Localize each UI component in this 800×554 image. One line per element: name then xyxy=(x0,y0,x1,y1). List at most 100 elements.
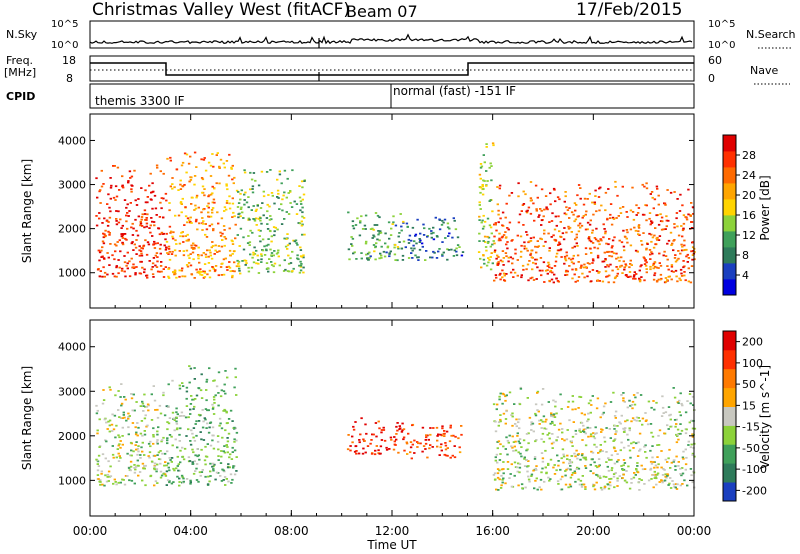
power-cell xyxy=(259,219,262,222)
power-cell xyxy=(237,202,241,204)
power-cell xyxy=(586,198,589,200)
power-cell xyxy=(682,214,686,217)
velocity-cell xyxy=(162,472,165,475)
power-cell xyxy=(214,249,217,252)
velocity-cell xyxy=(171,444,174,447)
power-cell xyxy=(150,268,153,271)
velocity-region-2 xyxy=(346,417,406,456)
power-cell xyxy=(119,250,122,253)
power-cell xyxy=(195,218,198,221)
power-cell xyxy=(660,228,664,231)
power-cell xyxy=(507,228,510,231)
power-cell xyxy=(255,217,258,220)
power-cell xyxy=(96,268,100,271)
power-cell xyxy=(565,231,568,234)
power-cell xyxy=(232,211,235,214)
velocity-cell xyxy=(204,408,208,410)
power-cell xyxy=(170,253,174,255)
velocity-cell xyxy=(613,486,616,489)
power-cell xyxy=(653,198,657,201)
power-cell xyxy=(179,188,183,190)
power-cell xyxy=(501,250,505,252)
velocity-cell xyxy=(136,434,139,437)
power-cell xyxy=(285,238,288,240)
power-cell xyxy=(144,239,147,242)
power-cell xyxy=(568,217,571,219)
power-cell xyxy=(366,257,369,260)
velocity-cell xyxy=(554,405,557,408)
power-cell xyxy=(114,250,117,253)
velocity-cell xyxy=(216,435,220,437)
velocity-cell xyxy=(674,483,678,485)
power-cell xyxy=(213,201,216,204)
velocity-cell xyxy=(134,426,137,429)
power-cell xyxy=(586,221,590,224)
power-cell xyxy=(452,255,456,257)
velocity-cell xyxy=(207,475,210,478)
power-cell xyxy=(604,259,607,261)
power-cell xyxy=(220,245,224,248)
power-cell xyxy=(655,185,659,188)
velocity-cell xyxy=(219,422,222,425)
velocity-cell xyxy=(152,385,155,387)
power-cell xyxy=(190,222,193,224)
velocity-cell xyxy=(692,470,695,473)
velocity-cell xyxy=(137,450,140,453)
velocity-colorbar-tick-label: 100 xyxy=(742,357,763,370)
velocity-cell xyxy=(574,480,577,483)
velocity-cell xyxy=(96,469,100,472)
power-cell xyxy=(548,266,551,269)
power-cell xyxy=(130,226,133,229)
power-cell xyxy=(201,185,205,188)
power-cell xyxy=(550,267,554,269)
velocity-cell xyxy=(626,433,629,436)
power-cell xyxy=(252,205,255,207)
velocity-cell xyxy=(514,423,517,425)
power-cell xyxy=(222,162,225,165)
velocity-cell xyxy=(383,439,387,442)
velocity-cell xyxy=(425,436,428,439)
power-cell xyxy=(135,229,138,232)
velocity-cell xyxy=(235,439,238,442)
velocity-cell xyxy=(172,417,176,420)
power-cell xyxy=(257,218,261,220)
power-cell xyxy=(117,272,120,275)
velocity-cell xyxy=(548,432,551,435)
velocity-cell xyxy=(551,433,554,435)
power-cell xyxy=(150,217,153,219)
velocity-cell xyxy=(586,420,589,423)
power-cell xyxy=(231,274,234,277)
power-cell xyxy=(485,143,488,145)
power-cell xyxy=(175,168,179,171)
velocity-cell xyxy=(226,440,230,443)
velocity-cell xyxy=(113,414,117,417)
power-cell xyxy=(413,247,416,250)
power-cell xyxy=(659,264,663,267)
power-cell xyxy=(299,246,302,249)
power-cell xyxy=(299,269,303,272)
power-cell xyxy=(679,279,682,282)
velocity-cell xyxy=(527,432,530,435)
power-cell xyxy=(387,221,391,224)
power-cell xyxy=(181,185,185,188)
velocity-region-1 xyxy=(165,365,239,487)
velocity-cell xyxy=(627,444,630,447)
power-cell xyxy=(106,252,109,254)
velocity-cell xyxy=(194,454,197,457)
power-cell xyxy=(218,166,221,169)
velocity-cell xyxy=(233,386,236,389)
nsky-frame xyxy=(89,20,695,49)
power-cell xyxy=(527,279,530,282)
power-cell xyxy=(690,250,693,253)
velocity-cell xyxy=(502,477,505,480)
velocity-cell xyxy=(362,438,365,441)
power-cell xyxy=(611,250,614,253)
velocity-cell xyxy=(628,449,632,452)
velocity-cell xyxy=(395,433,398,435)
power-cell xyxy=(347,248,351,251)
power-cell xyxy=(107,221,110,223)
velocity-cell xyxy=(613,447,616,450)
power-cell xyxy=(644,204,647,206)
nsearch-label: N.Search xyxy=(746,28,796,41)
power-cell xyxy=(579,187,582,189)
